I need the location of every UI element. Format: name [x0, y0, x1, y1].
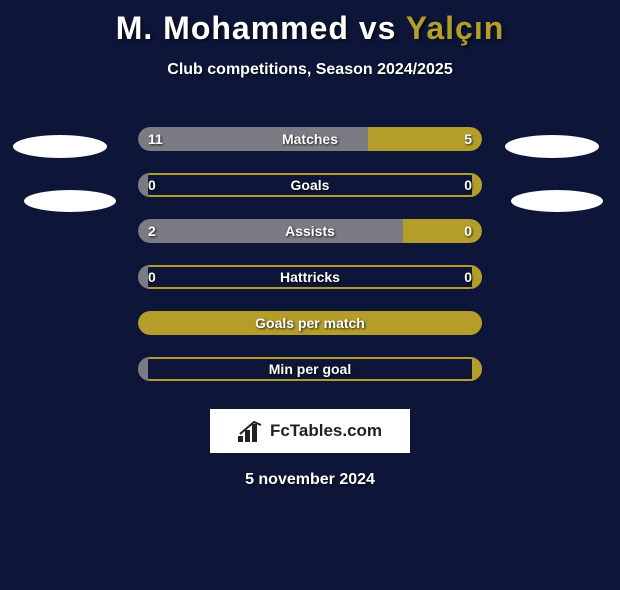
stat-row: Matches 11 5	[138, 127, 482, 151]
avatar-ellipse	[24, 190, 116, 212]
stat-value-left: 0	[148, 269, 156, 285]
subtitle: Club competitions, Season 2024/2025	[0, 61, 620, 79]
vs-text: vs	[359, 10, 397, 46]
player2-name: Yalçın	[406, 10, 505, 46]
bar-right	[472, 357, 482, 381]
bar-left	[138, 219, 403, 243]
bar-right	[472, 173, 482, 197]
fctables-icon	[238, 420, 264, 442]
stat-value-right: 5	[464, 131, 472, 147]
bar-left	[138, 357, 148, 381]
bar-right	[472, 311, 482, 335]
stat-label: Min per goal	[269, 361, 351, 377]
logo-box: FcTables.com	[210, 409, 410, 453]
avatar-ellipse	[505, 135, 599, 158]
stat-label: Assists	[285, 223, 335, 239]
bar-right	[472, 265, 482, 289]
stat-label: Matches	[282, 131, 338, 147]
logo-text: FcTables.com	[270, 421, 382, 441]
stat-label: Hattricks	[280, 269, 340, 285]
stat-value-right: 0	[464, 269, 472, 285]
player1-name: M. Mohammed	[116, 10, 349, 46]
stat-row: Goals 0 0	[138, 173, 482, 197]
stat-value-right: 0	[464, 177, 472, 193]
stat-label: Goals	[291, 177, 330, 193]
bar-left	[138, 265, 148, 289]
stat-row: Hattricks 0 0	[138, 265, 482, 289]
bar-left	[138, 173, 148, 197]
avatar-ellipse	[13, 135, 107, 158]
stat-value-left: 2	[148, 223, 156, 239]
stat-label: Goals per match	[255, 315, 365, 331]
stats-container: Matches115Goals00Assists20Hattricks00Goa…	[0, 127, 620, 381]
stat-value-right: 0	[464, 223, 472, 239]
stat-row: Min per goal	[138, 357, 482, 381]
avatar-ellipse	[511, 190, 603, 212]
stat-row: Goals per match	[138, 311, 482, 335]
page-title: M. Mohammed vs Yalçın	[0, 10, 620, 47]
stat-value-left: 0	[148, 177, 156, 193]
date-text: 5 november 2024	[0, 471, 620, 489]
stat-row: Assists 2 0	[138, 219, 482, 243]
stat-value-left: 11	[148, 131, 163, 147]
